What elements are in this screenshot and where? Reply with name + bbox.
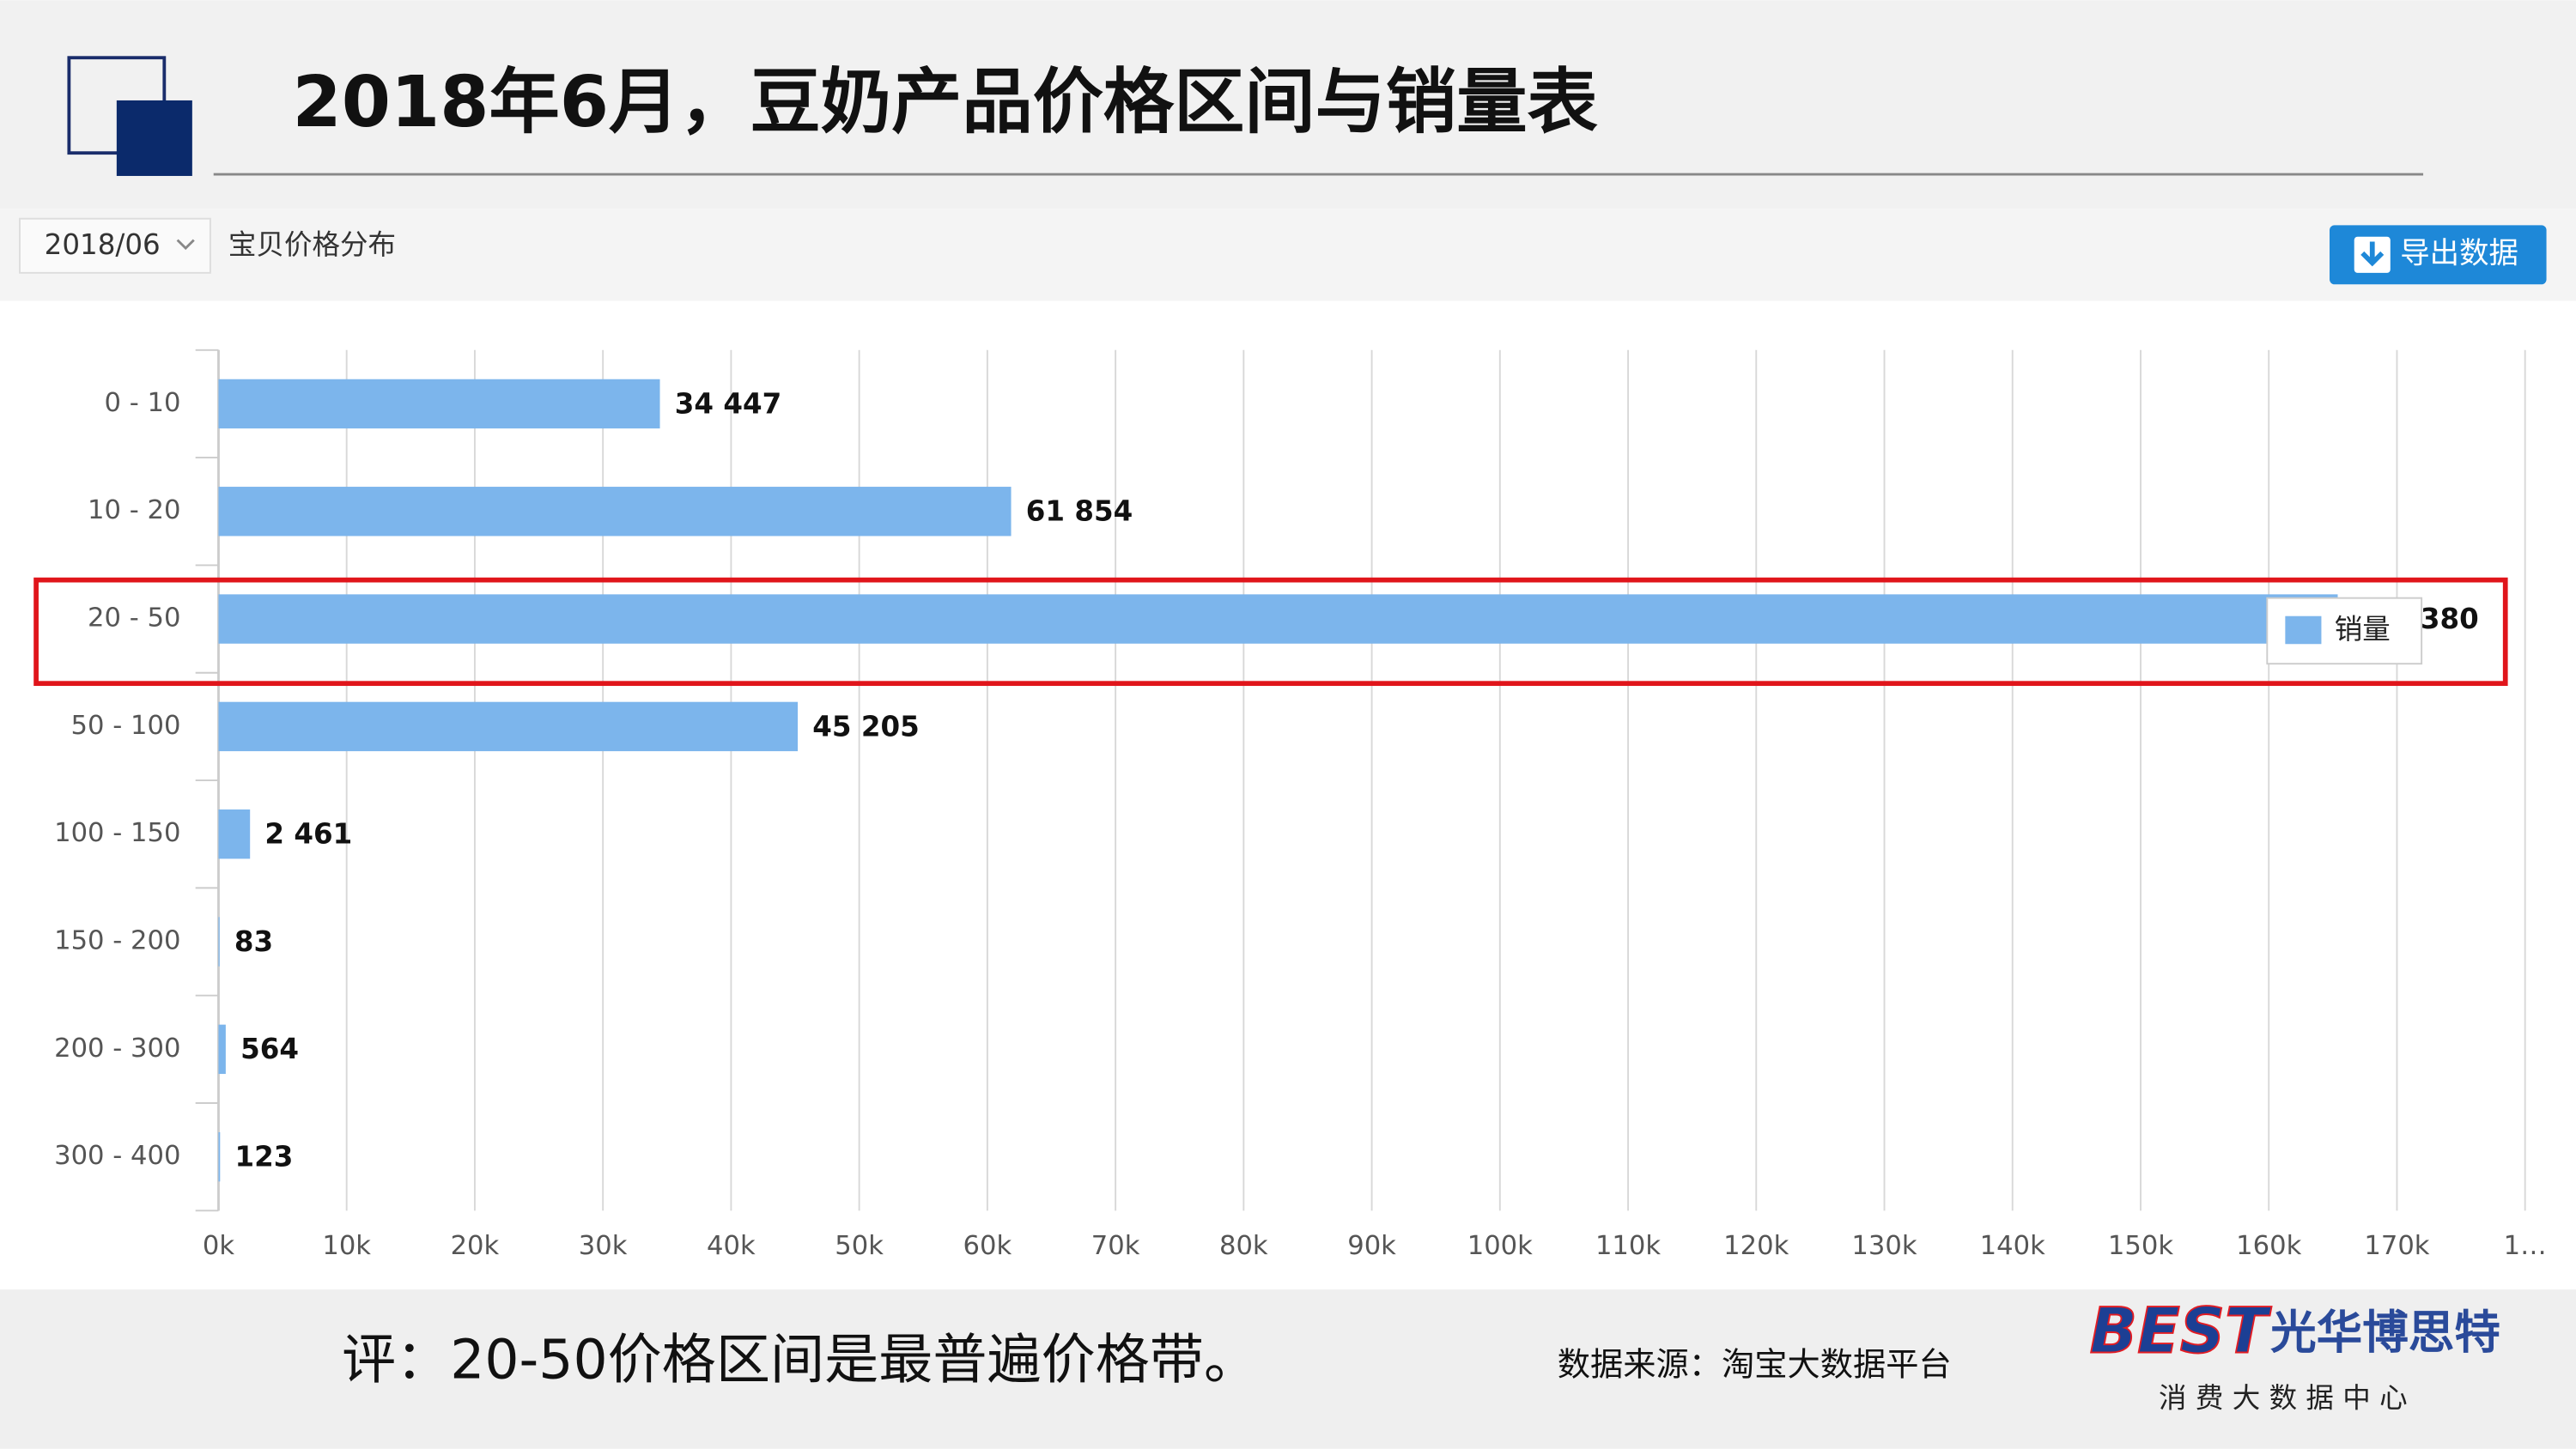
x-tick-label: 150k — [2108, 1231, 2173, 1261]
x-tick-label: 20k — [451, 1231, 500, 1261]
x-tick-label: 70k — [1091, 1231, 1140, 1261]
highlight-box — [33, 577, 2508, 687]
export-arrow — [2360, 241, 2385, 267]
logo-brand: BEST — [2090, 1296, 2272, 1368]
x-tick-label: 40k — [707, 1231, 756, 1261]
x-tick-label: 110k — [1595, 1231, 1661, 1261]
x-tick-label: 140k — [1980, 1231, 2045, 1261]
x-tick-label: 100k — [1467, 1231, 1533, 1261]
bar — [218, 917, 220, 967]
value-label: 83 — [234, 925, 273, 958]
slide-title: 2018年6月，豆奶产品价格区间与销量表 — [293, 62, 1599, 143]
y-tick-label: 10 - 20 — [88, 495, 180, 525]
legend-label: 销量 — [2335, 613, 2391, 646]
value-label: 564 — [240, 1033, 299, 1065]
bar — [218, 701, 799, 752]
toolbar-label: 宝贝价格分布 — [228, 228, 396, 261]
x-tick-label: 80k — [1219, 1231, 1268, 1261]
legend-swatch — [2285, 615, 2322, 645]
value-label: 2 461 — [264, 818, 352, 851]
toolbar — [0, 209, 2576, 301]
export-text: 导出数据 — [2400, 236, 2518, 270]
logo-name: 光华博思特 — [2270, 1305, 2500, 1359]
y-tick-label: 0 - 10 — [105, 388, 181, 418]
y-tick-label: 100 - 150 — [54, 818, 180, 848]
period-dropdown[interactable] — [19, 217, 211, 274]
bar — [218, 487, 1012, 537]
x-tick-label: 90k — [1347, 1231, 1396, 1261]
x-tick-label: 1… — [2504, 1231, 2547, 1261]
x-tick-label: 30k — [579, 1231, 628, 1261]
legend: 销量 — [2266, 597, 2423, 665]
value-label: 123 — [235, 1141, 294, 1173]
x-tick-label: 0k — [203, 1231, 234, 1261]
x-tick-label: 130k — [1851, 1231, 1917, 1261]
x-tick-label: 170k — [2364, 1231, 2429, 1261]
y-tick-label: 150 - 200 — [54, 926, 180, 956]
bar — [218, 1131, 221, 1182]
logo-square-fill — [116, 100, 192, 176]
bar — [218, 594, 2338, 644]
y-tick-label: 50 - 100 — [71, 711, 181, 741]
x-tick-label: 10k — [322, 1231, 371, 1261]
source: 数据来源：淘宝大数据平台 — [1558, 1346, 1952, 1385]
y-tick-label: 300 - 400 — [54, 1141, 180, 1171]
y-tick-label: 200 - 300 — [54, 1034, 180, 1064]
footer-background — [0, 1289, 2576, 1449]
value-label: 61 854 — [1026, 495, 1133, 528]
plot: 0k 10k 20k 30k 40k 50k 60k 70k 80k 90k 100k 110k 120… — [54, 349, 2547, 1261]
dropdown-arrow — [176, 239, 195, 251]
value-label: 45 205 — [812, 710, 919, 743]
logo-subtitle: 消 费 大 数 据 中 心 — [2159, 1381, 2408, 1414]
x-tick-label: 50k — [835, 1231, 884, 1261]
y-tick-label: 20 - 50 — [88, 603, 180, 634]
value-label: 34 447 — [675, 387, 781, 420]
bar — [218, 1024, 226, 1075]
comment: 评：20-50价格区间是最普遍价格带。 — [342, 1327, 1258, 1391]
x-tick-label: 60k — [963, 1231, 1012, 1261]
bar — [218, 809, 251, 859]
bar — [218, 379, 660, 429]
period-text: 2018/06 — [45, 228, 161, 261]
x-tick-label: 120k — [1723, 1231, 1789, 1261]
x-tick-label: 160k — [2236, 1231, 2301, 1261]
